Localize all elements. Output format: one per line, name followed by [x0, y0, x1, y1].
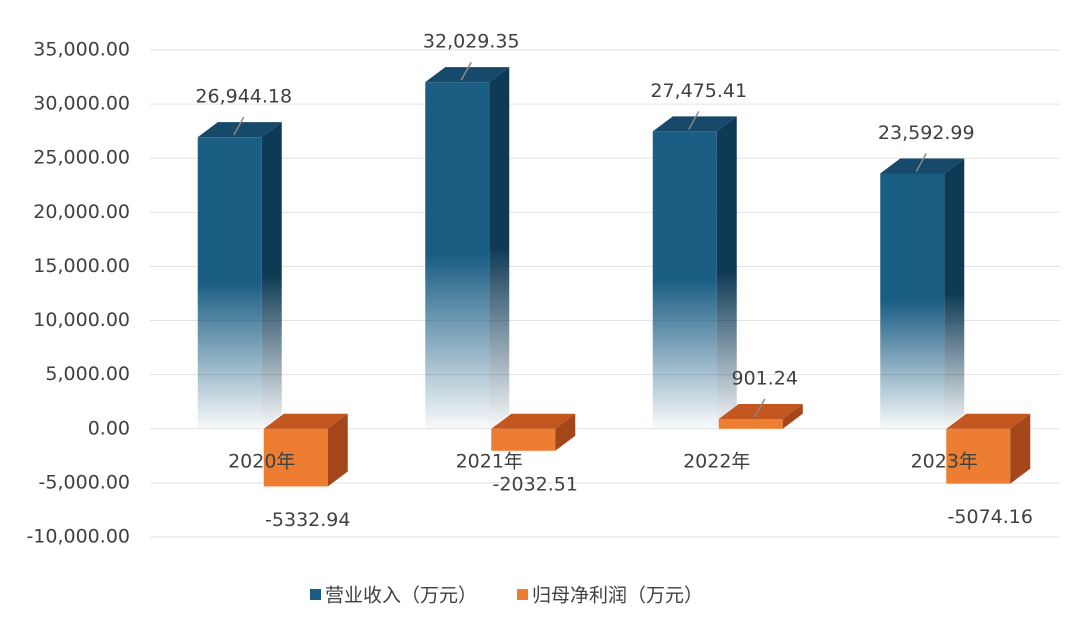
y-tick-label: 10,000.00 [33, 309, 130, 331]
bar-top [491, 413, 576, 429]
y-tick-label: 30,000.00 [33, 93, 130, 115]
bar [718, 419, 783, 429]
bar [263, 428, 328, 487]
legend-label: 归母净利润（万元） [532, 585, 703, 607]
x-tick-label: 2022年 [683, 450, 750, 472]
grid: -10,000.00 -5,000.00 0.00 5,000.00 10,000.00… [26, 39, 1060, 548]
bar-side [327, 413, 348, 487]
bar-top [946, 413, 1031, 429]
leader-line [233, 116, 245, 136]
bar-top [197, 122, 282, 138]
bar-side [489, 67, 510, 429]
bar-top [263, 413, 348, 429]
data-label: 26,944.18 [195, 86, 292, 108]
data-label: 23,592.99 [878, 122, 975, 144]
legend: 营业收入（万元） 归母净利润（万元） [310, 585, 703, 607]
y-tick-label: 25,000.00 [33, 147, 130, 169]
labels: 26,944.18-5332.942020年32,029.35-2032.512… [195, 31, 1033, 531]
leader-line [754, 398, 766, 418]
bar-top [652, 116, 737, 132]
bar [491, 428, 556, 451]
leader-line [688, 111, 700, 130]
bar-side [555, 413, 576, 451]
bar [652, 131, 717, 429]
data-label: 32,029.35 [423, 31, 520, 53]
bar [946, 428, 1011, 484]
bar-side [716, 116, 737, 429]
y-tick-label: 35,000.00 [33, 39, 130, 61]
y-tick-label: 20,000.00 [33, 201, 130, 223]
data-label: -5332.94 [265, 509, 350, 531]
bar-top [718, 404, 803, 420]
leader-line [915, 153, 927, 172]
bar-side [944, 158, 965, 429]
data-label: -2032.51 [493, 473, 578, 495]
bar-side [1010, 413, 1031, 484]
y-tick-label: -10,000.00 [26, 526, 130, 548]
bar [425, 82, 490, 429]
y-tick-label: 5,000.00 [45, 363, 130, 385]
legend-swatch [517, 589, 529, 600]
y-tick-label: 15,000.00 [33, 255, 130, 277]
bar-top [425, 67, 510, 83]
bar-side [261, 122, 282, 429]
y-tick-label: 0.00 [88, 417, 130, 439]
bar [197, 137, 262, 429]
legend-swatch [310, 589, 321, 600]
legend-label: 营业收入（万元） [325, 585, 477, 607]
data-label: 901.24 [732, 368, 798, 390]
data-label: 27,475.41 [650, 80, 747, 102]
bar-top [880, 158, 965, 174]
leader-line [460, 61, 472, 81]
x-tick-label: 2023年 [911, 450, 978, 472]
bar-side [782, 404, 803, 429]
y-tick-label: -5,000.00 [39, 471, 130, 493]
data-label: -5074.16 [948, 506, 1033, 528]
x-tick-label: 2021年 [456, 450, 523, 472]
x-tick-label: 2020年 [228, 450, 295, 472]
bar [880, 173, 945, 429]
bars [197, 67, 1031, 487]
